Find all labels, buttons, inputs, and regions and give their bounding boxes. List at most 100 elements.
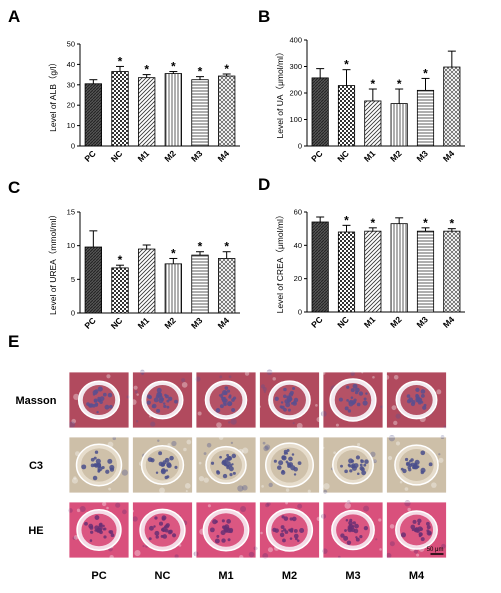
- tissue-speckle: [296, 422, 303, 429]
- micrograph-c3-m2: [259, 436, 320, 494]
- micrograph-c3-m3: [322, 436, 384, 495]
- tissue-speckle: [344, 502, 351, 509]
- tissue-speckle: [79, 505, 86, 513]
- y-axis-label: Level of UA（μmol/ml）: [275, 48, 285, 139]
- tissue-speckle: [216, 422, 222, 428]
- tissue-speckle: [141, 372, 144, 376]
- cell-nucleus: [296, 539, 300, 542]
- tissue-speckle: [316, 516, 321, 522]
- significance-star: *: [198, 240, 203, 254]
- cell-nucleus: [284, 530, 289, 534]
- tissue-speckle: [142, 544, 145, 548]
- cell-nucleus: [221, 396, 226, 401]
- cell-nucleus: [89, 539, 93, 542]
- micrograph-border: [386, 436, 447, 494]
- x-tick-label: NC: [335, 148, 351, 164]
- y-tick-label: 30: [67, 80, 75, 89]
- tissue-speckle: [207, 504, 211, 508]
- cell-nucleus: [420, 389, 426, 394]
- cell-nucleus: [400, 532, 406, 538]
- tissue-speckle: [395, 441, 401, 446]
- tissue-speckle: [297, 503, 303, 509]
- cell-nucleus: [289, 390, 294, 395]
- cell-nucleus: [354, 523, 359, 529]
- cell-nucleus: [107, 458, 113, 464]
- column-label-m2: M2: [282, 570, 297, 582]
- tissue-speckle: [242, 484, 248, 491]
- cell-nucleus: [154, 530, 160, 536]
- cell-nucleus: [222, 400, 227, 405]
- cell-nucleus: [151, 405, 155, 408]
- tissue-speckle: [320, 513, 327, 519]
- cell-nucleus: [109, 467, 115, 472]
- cell-nucleus: [343, 535, 349, 541]
- micrograph-border: [68, 501, 130, 559]
- tissue-speckle: [132, 516, 138, 522]
- micrograph-border: [259, 501, 320, 559]
- tissue-speckle: [206, 442, 212, 448]
- cell-nucleus: [91, 403, 96, 408]
- tissue-speckle: [335, 423, 339, 427]
- cell-nucleus: [299, 527, 305, 534]
- x-tick-label: M3: [189, 148, 205, 164]
- tissue-speckle: [76, 508, 81, 513]
- y-tick-label: 300: [289, 62, 302, 71]
- cell-nucleus: [290, 529, 294, 533]
- y-tick-label: 0: [71, 142, 75, 151]
- tissue-speckle: [112, 436, 117, 441]
- tissue-speckle: [363, 505, 370, 512]
- cell-nucleus: [227, 456, 233, 461]
- cell-nucleus: [102, 524, 105, 528]
- tissue-speckle: [197, 411, 202, 416]
- cell-nucleus: [86, 402, 90, 406]
- cell-nucleus: [285, 460, 289, 464]
- cell-nucleus: [154, 516, 158, 520]
- tissue-speckle: [404, 487, 409, 491]
- cell-nucleus: [292, 386, 296, 391]
- cell-nucleus: [105, 469, 110, 474]
- cell-nucleus: [103, 527, 107, 531]
- cell-nucleus: [353, 400, 357, 404]
- tissue-speckle: [109, 555, 114, 560]
- cell-nucleus: [158, 395, 163, 400]
- tissue-speckle: [407, 507, 411, 512]
- tissue-speckle: [230, 418, 237, 425]
- cell-nucleus: [93, 399, 98, 403]
- tissue-speckle: [374, 459, 377, 462]
- micrograph-border: [259, 371, 320, 429]
- cell-nucleus: [219, 404, 224, 409]
- cell-nucleus: [287, 396, 293, 402]
- cell-nucleus: [273, 459, 277, 463]
- cell-nucleus: [212, 519, 218, 525]
- significance-star: *: [449, 217, 454, 231]
- bar-nc: [111, 71, 129, 147]
- tissue-speckle: [228, 375, 232, 379]
- x-tick-label: M1: [362, 314, 378, 330]
- micrograph-border: [68, 371, 130, 429]
- cell-nucleus: [412, 519, 417, 524]
- micrograph-he-nc: [131, 501, 193, 559]
- cell-nucleus: [350, 388, 355, 393]
- cell-nucleus: [158, 451, 163, 456]
- x-tick-label: M2: [162, 148, 178, 164]
- cell-nucleus: [210, 461, 215, 465]
- cell-nucleus: [428, 462, 433, 467]
- cell-nucleus: [360, 459, 364, 464]
- micrograph-border: [68, 436, 130, 494]
- cell-nucleus: [427, 531, 432, 535]
- cell-nucleus: [287, 408, 291, 412]
- cell-nucleus: [297, 461, 302, 466]
- bar-pc: [84, 83, 102, 147]
- panel-letter-b: B: [258, 7, 270, 26]
- cell-nucleus: [92, 393, 96, 396]
- panel-letter-e: E: [8, 332, 19, 351]
- cell-nucleus: [289, 517, 293, 521]
- x-tick-label: M1: [136, 315, 152, 331]
- cell-nucleus: [231, 407, 236, 413]
- tissue-speckle: [157, 439, 160, 442]
- tissue-speckle: [385, 552, 392, 559]
- cell-nucleus: [359, 534, 363, 539]
- micrograph-he-m4: [385, 500, 447, 559]
- tissue-speckle: [262, 441, 266, 445]
- micrograph-border: [322, 371, 384, 429]
